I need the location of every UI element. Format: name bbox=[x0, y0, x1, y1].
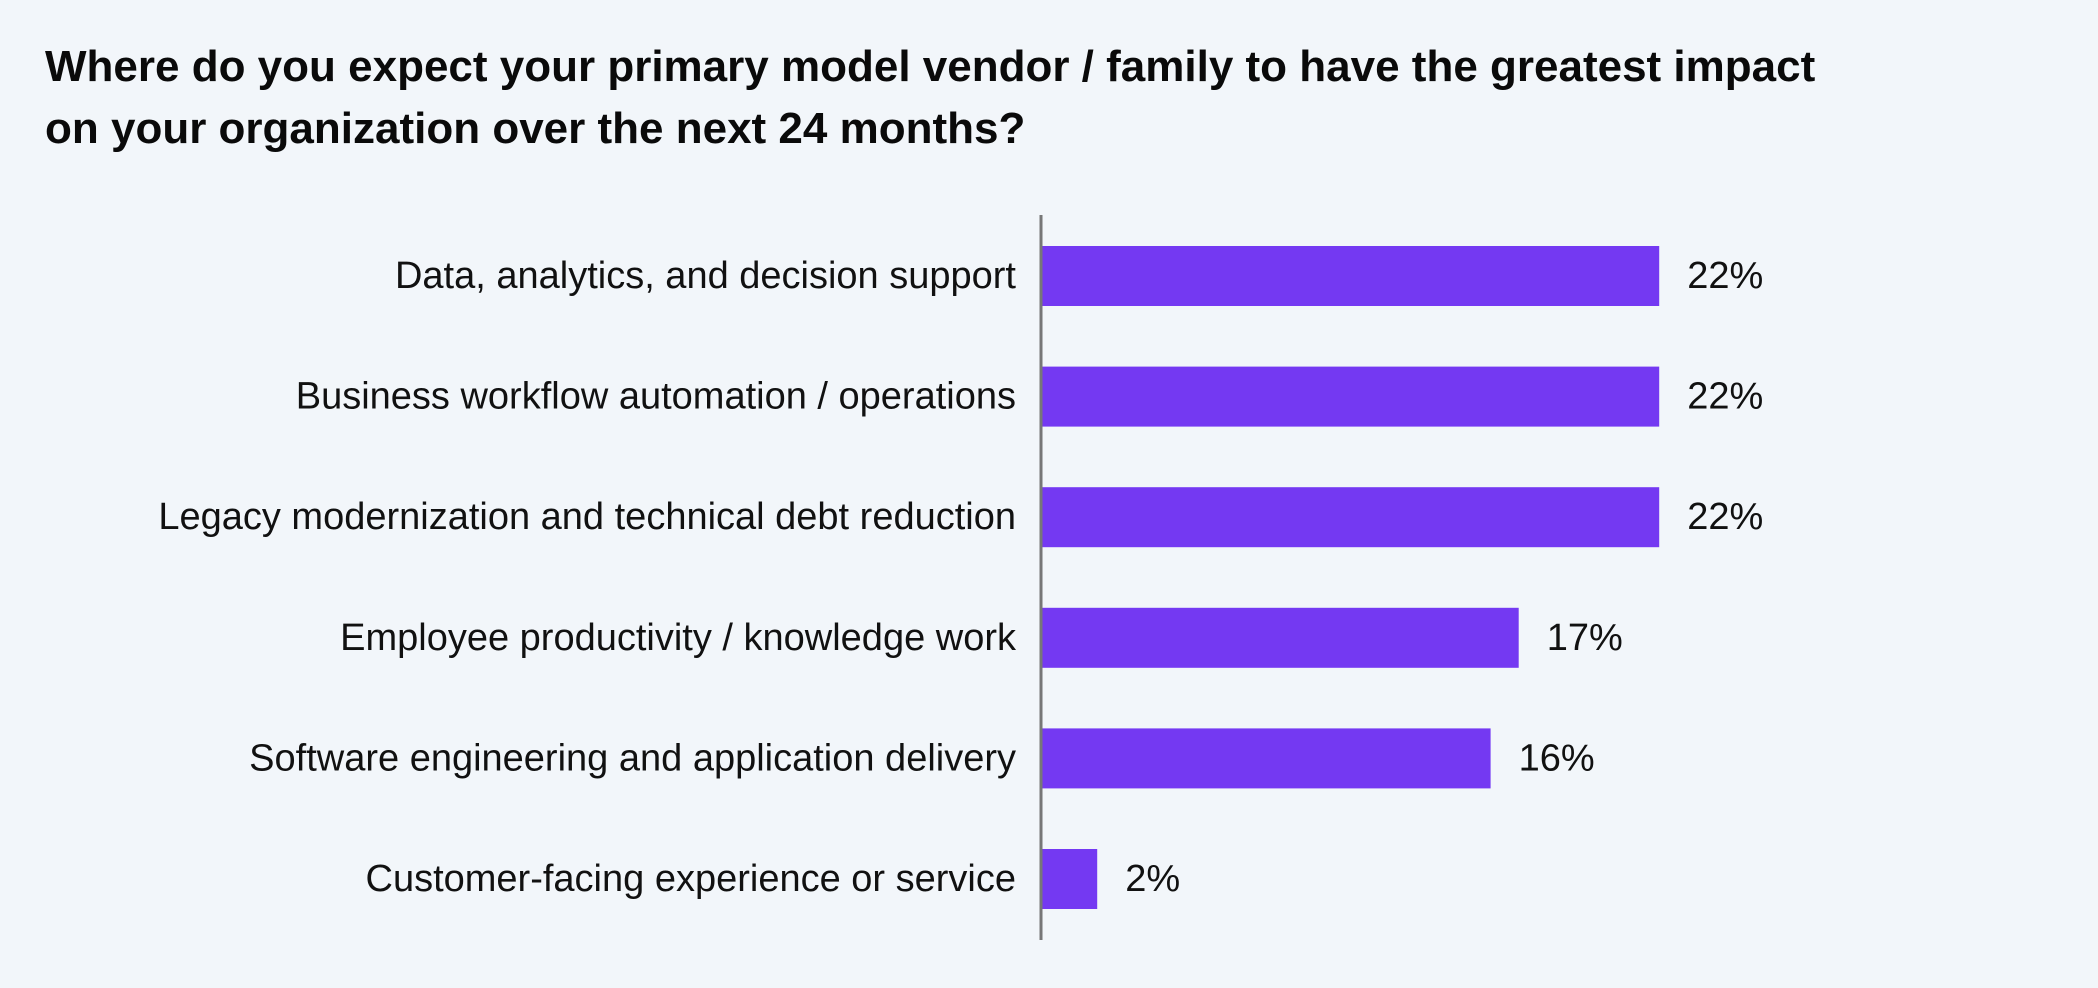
bar bbox=[1041, 728, 1491, 789]
category-label: Data, analytics, and decision support bbox=[395, 255, 1016, 297]
bar bbox=[1041, 849, 1098, 909]
value-label: 22% bbox=[1687, 255, 1763, 297]
bar bbox=[1041, 487, 1660, 548]
category-label: Customer-facing experience or service bbox=[366, 858, 1017, 900]
category-label: Software engineering and application del… bbox=[249, 737, 1016, 779]
bar bbox=[1041, 366, 1660, 427]
value-label: 22% bbox=[1687, 496, 1763, 538]
category-label: Legacy modernization and technical debt … bbox=[158, 496, 1016, 538]
value-label: 16% bbox=[1519, 737, 1595, 779]
bar bbox=[1041, 607, 1519, 668]
chart-title: Where do you expect your primary model v… bbox=[45, 42, 1816, 153]
value-label: 2% bbox=[1125, 858, 1180, 900]
bar bbox=[1041, 246, 1660, 306]
category-label: Employee productivity / knowledge work bbox=[340, 617, 1017, 659]
value-label: 17% bbox=[1547, 617, 1623, 659]
value-label: 22% bbox=[1687, 376, 1763, 418]
category-label: Business workflow automation / operation… bbox=[296, 376, 1016, 418]
